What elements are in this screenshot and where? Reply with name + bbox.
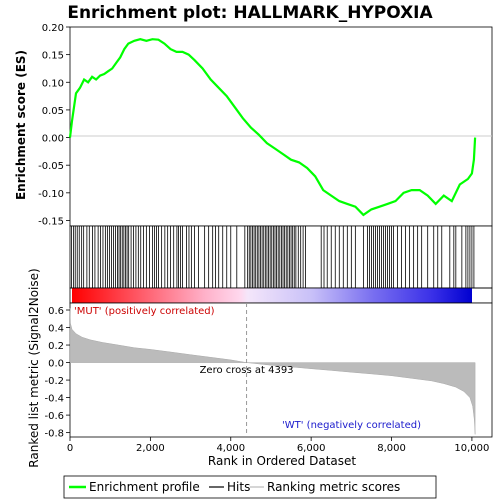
rank-colorbar-fill [72,288,472,303]
metric-xtick-label: 8,000 [377,443,406,454]
es-ytick-label: -0.05 [38,161,64,172]
rank-colorbar [69,287,493,304]
x-axis-label: Rank in Ordered Dataset [208,454,356,468]
metric-xtick-label: 10,000 [454,443,489,454]
legend-label-hits: Hits [227,480,250,494]
metric-y-axis-label: Ranked list metric (Signal2Noise) [27,268,41,467]
es-ytick-label: 0.10 [42,78,64,89]
es-ytick-label: -0.15 [38,216,64,227]
metric-xtick-label: 6,000 [297,443,326,454]
es-y-axis-label: Enrichment score (ES) [14,50,28,200]
metric-ytick-label: -0.2 [44,376,64,387]
metric-ytick-label: -0.8 [44,429,64,440]
metric-ytick-label: 0.4 [48,324,64,335]
ranking-metric-area [69,308,476,435]
es-ytick-label: 0.15 [42,51,64,62]
metric-ytick-label: -0.6 [44,411,64,422]
zero-cross-label: Zero cross at 4393 [200,365,294,376]
hits-panel [69,225,493,289]
es-ytick-label: 0.05 [42,106,64,117]
legend-label-profile: Enrichment profile [89,480,200,494]
es-ytick-label: -0.10 [38,189,64,200]
es-ytick-label: 0.00 [42,134,64,145]
chart-title: Enrichment plot: HALLMARK_HYPOXIA [67,3,433,23]
metric-ytick-label: 0.2 [48,341,64,352]
metric-ytick-label: 0.6 [48,306,64,317]
es-panel: 0.20 0.15 0.10 0.05 0.00 -0.05 -0.10 -0.15 Enri… [14,23,493,227]
metric-ytick-label: -0.4 [44,394,64,405]
es-ytick-label: 0.20 [42,23,64,34]
es-plot-frame [69,26,493,227]
legend-label-metric: Ranking metric scores [267,480,400,494]
pos-correlated-label: 'MUT' (positively correlated) [74,306,215,317]
metric-panel: 0.6 0.4 0.2 0.0 -0.2 -0.4 -0.6 -0.8 0 2,000 4,000… [27,268,493,468]
metric-xtick-label: 2,000 [136,443,165,454]
metric-xtick-label: 4,000 [216,443,245,454]
enrichment-profile-line [68,38,477,217]
metric-ytick-label: 0.0 [48,359,64,370]
legend: Enrichment profile Hits Ranking metric s… [63,475,437,499]
neg-correlated-label: 'WT' (negatively correlated) [282,420,421,431]
metric-xtick-label: 0 [67,443,73,454]
